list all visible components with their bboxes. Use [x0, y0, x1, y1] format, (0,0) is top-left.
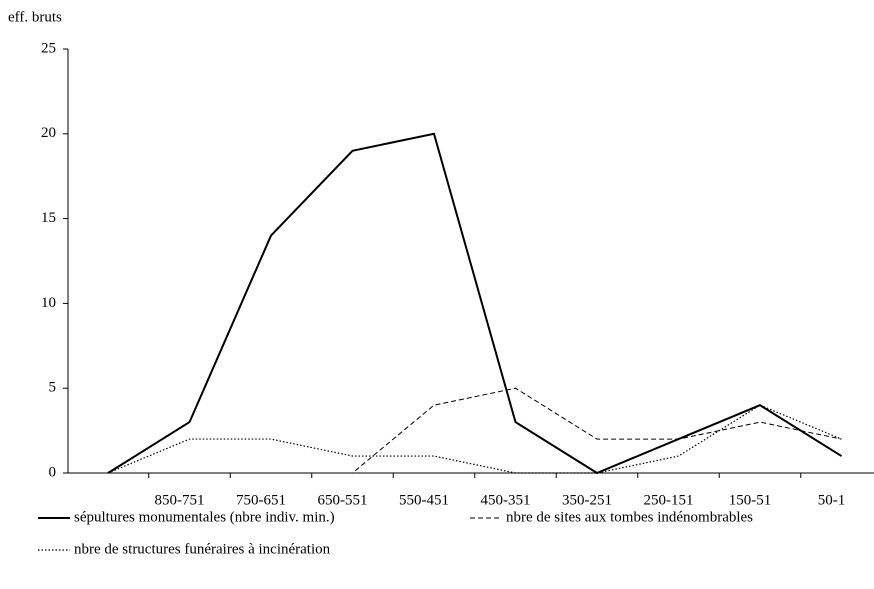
series-line — [108, 387, 842, 474]
y-tick-label: 20 — [41, 125, 56, 141]
legend-label: nbre de structures funéraires à incinéra… — [74, 541, 331, 557]
y-tick-label: 0 — [49, 464, 57, 480]
series-line — [107, 132, 843, 475]
x-tick-label: 850-751 — [155, 492, 205, 508]
legend-label: sépultures monumentales (nbre indiv. min… — [74, 509, 335, 525]
x-tick-label: 250-151 — [644, 492, 694, 508]
x-tick-label: 50-1 — [818, 492, 846, 508]
x-tick-label: 150-51 — [729, 492, 772, 508]
legend-label: nbre de sites aux tombes indénombrables — [506, 509, 753, 525]
y-axis-label: eff. bruts — [8, 9, 62, 25]
y-tick-label: 5 — [49, 380, 57, 396]
x-tick-label: 550-451 — [399, 492, 449, 508]
x-tick-label: 450-351 — [481, 492, 531, 508]
x-tick-label: 350-251 — [562, 492, 612, 508]
x-tick-label: 750-651 — [236, 492, 286, 508]
y-tick-label: 25 — [41, 40, 56, 56]
y-tick-label: 10 — [41, 295, 56, 311]
y-tick-label: 15 — [41, 210, 56, 226]
series-line — [107, 404, 842, 474]
x-tick-label: 650-551 — [318, 492, 368, 508]
